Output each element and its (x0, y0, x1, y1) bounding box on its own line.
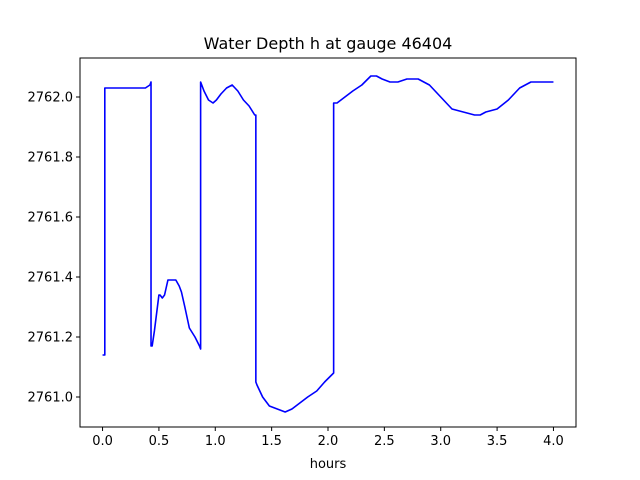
y-tick-label: 2761.8 (28, 151, 74, 166)
series-line (102, 75, 554, 413)
x-tick-label: 0.5 (149, 434, 170, 449)
y-tick-label: 2762.0 (28, 91, 74, 106)
chart-title: Water Depth h at gauge 46404 (204, 34, 453, 53)
x-tick-label: 1.0 (205, 434, 226, 449)
x-tick-label: 1.5 (261, 434, 282, 449)
x-tick-label: 3.0 (430, 434, 451, 449)
x-tick-label: 4.0 (543, 434, 564, 449)
y-tick-label: 2761.2 (28, 331, 74, 346)
x-tick-label: 3.5 (487, 434, 508, 449)
y-axis-ticks: 2761.0 2761.2 2761.4 2761.6 2761.8 2762.0 (28, 91, 80, 406)
x-axis-ticks: 0.0 0.5 1.0 1.5 2.0 2.5 3.0 3.5 4.0 (92, 427, 564, 449)
x-tick-label: 0.0 (92, 434, 113, 449)
axes-frame (79, 57, 577, 428)
y-tick-label: 2761.6 (28, 211, 74, 226)
x-tick-label: 2.5 (374, 434, 395, 449)
x-axis-label: hours (310, 457, 347, 472)
y-tick-label: 2761.0 (28, 391, 74, 406)
plot-area (102, 75, 554, 413)
x-tick-label: 2.0 (318, 434, 339, 449)
y-tick-label: 2761.4 (28, 271, 74, 286)
